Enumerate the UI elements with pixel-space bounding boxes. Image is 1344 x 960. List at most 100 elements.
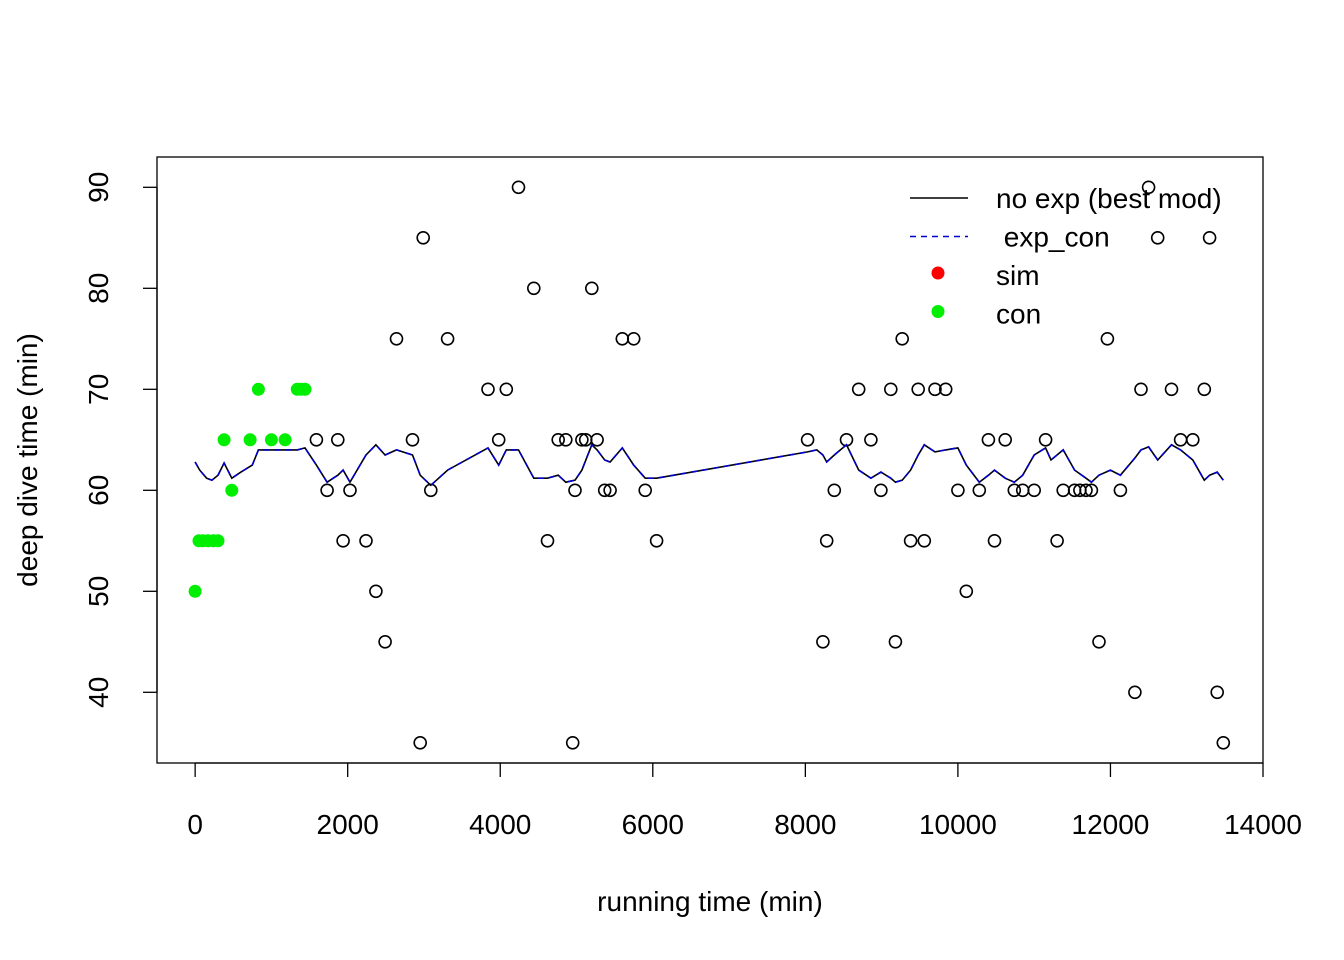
series-1-point: [874, 483, 888, 498]
series-1-point: [336, 533, 350, 548]
series-1-point: [917, 533, 932, 548]
legend-label: sim: [996, 260, 1040, 291]
series-1-point: [330, 432, 345, 447]
y-tick-label: 70: [83, 374, 114, 405]
series-1-point: [558, 432, 573, 447]
series-1-point: [359, 533, 373, 548]
series-1-point: [575, 432, 589, 447]
con-point: [188, 584, 202, 598]
series-1-point: [1027, 483, 1041, 498]
line-layer: [194, 443, 1224, 487]
series-1-point: [440, 331, 455, 346]
x-tick-label: 12000: [1072, 809, 1150, 840]
y-axis: 40 50 60 70 80 90: [83, 172, 158, 708]
series-1-point: [800, 432, 815, 447]
con-point: [298, 382, 312, 396]
x-axis-label: running time (min): [597, 886, 823, 917]
series-1-point: [972, 483, 987, 498]
x-tick-label: 8000: [774, 809, 836, 840]
series-1-point: [568, 483, 582, 498]
legend-item-con: con: [931, 299, 1041, 330]
series-1-point: [511, 180, 526, 195]
series-1-point: [816, 634, 830, 649]
series-1-point: [864, 432, 878, 447]
series-1-point: [491, 432, 506, 447]
legend-label: no exp (best mod): [996, 183, 1222, 214]
series-1-point: [378, 634, 392, 649]
series-1-point: [1210, 685, 1224, 700]
series-1-point: [998, 432, 1013, 447]
series-1-point: [590, 432, 604, 447]
series-1-point: [1134, 382, 1148, 397]
x-tick-label: 2000: [317, 809, 379, 840]
x-tick-label: 10000: [919, 809, 997, 840]
series-1-point: [416, 231, 431, 245]
y-tick-label: 60: [83, 475, 114, 506]
legend-label: exp_con: [996, 222, 1110, 253]
x-tick-label: 0: [187, 809, 203, 840]
x-tick-label: 6000: [622, 809, 684, 840]
series-1-point: [1079, 483, 1093, 498]
series-1-point: [526, 281, 541, 296]
series-1-point: [987, 533, 1002, 548]
series-1-point: [1216, 735, 1231, 750]
series-1-point: [1084, 483, 1099, 498]
series-1-point: [1186, 432, 1200, 447]
y-tick-label: 50: [83, 576, 114, 607]
series-1-point: [951, 483, 965, 498]
series-1-point: [649, 533, 664, 548]
y-tick-label: 90: [83, 172, 114, 203]
con-point: [243, 433, 257, 447]
con-point: [278, 433, 292, 447]
con-point: [211, 534, 225, 548]
series-1-point: [1038, 432, 1053, 447]
series-1-point: [959, 584, 974, 599]
series-1-point: [888, 634, 903, 649]
series-1-point: [343, 483, 357, 498]
series-1-point: [638, 483, 653, 498]
series-1-point: [603, 483, 617, 498]
y-tick-label: 40: [83, 677, 114, 708]
series-1-point: [851, 382, 866, 397]
series-1-point: [499, 382, 514, 397]
series-1-point: [1202, 231, 1217, 245]
series-1-point: [413, 735, 428, 750]
series-1-point: [1007, 483, 1022, 498]
series-1-point: [1050, 533, 1064, 548]
series-1-point: [309, 432, 324, 447]
series-1-point: [1128, 685, 1142, 700]
series-1-point: [1197, 382, 1212, 397]
x-axis: 0 2000 4000 6000 8000 10000 12000 14000: [187, 762, 1302, 840]
series-1-point: [903, 533, 918, 548]
series-1-point: [540, 533, 555, 548]
y-axis-label: deep dive time (min): [12, 333, 43, 587]
series-1-point: [551, 432, 566, 447]
series-1-point: [626, 331, 641, 346]
legend-dot-swatch: [931, 266, 945, 280]
series-1-point: [1141, 180, 1156, 195]
y-tick-label: 80: [83, 273, 114, 304]
series-1-point: [1150, 231, 1165, 245]
legend-label: con: [996, 299, 1041, 330]
legend-item-sim: sim: [931, 260, 1040, 291]
series-1-point: [819, 533, 834, 548]
series-1-point: [938, 382, 953, 397]
series-1-point: [1092, 634, 1106, 649]
series-1-point: [369, 584, 383, 599]
con-point: [225, 483, 239, 497]
series-1-point: [928, 382, 942, 397]
series-1-point: [389, 331, 404, 346]
series-1-point: [565, 735, 580, 750]
series-1-point: [981, 432, 996, 447]
x-tick-label: 14000: [1224, 809, 1302, 840]
series-1-point: [597, 483, 612, 498]
series-1-point: [1100, 331, 1115, 346]
series-1-point: [883, 382, 898, 397]
series-1-point: [827, 483, 842, 498]
series-1-point: [1113, 483, 1128, 498]
con-point: [217, 433, 231, 447]
exp-con-line: [194, 443, 1224, 487]
